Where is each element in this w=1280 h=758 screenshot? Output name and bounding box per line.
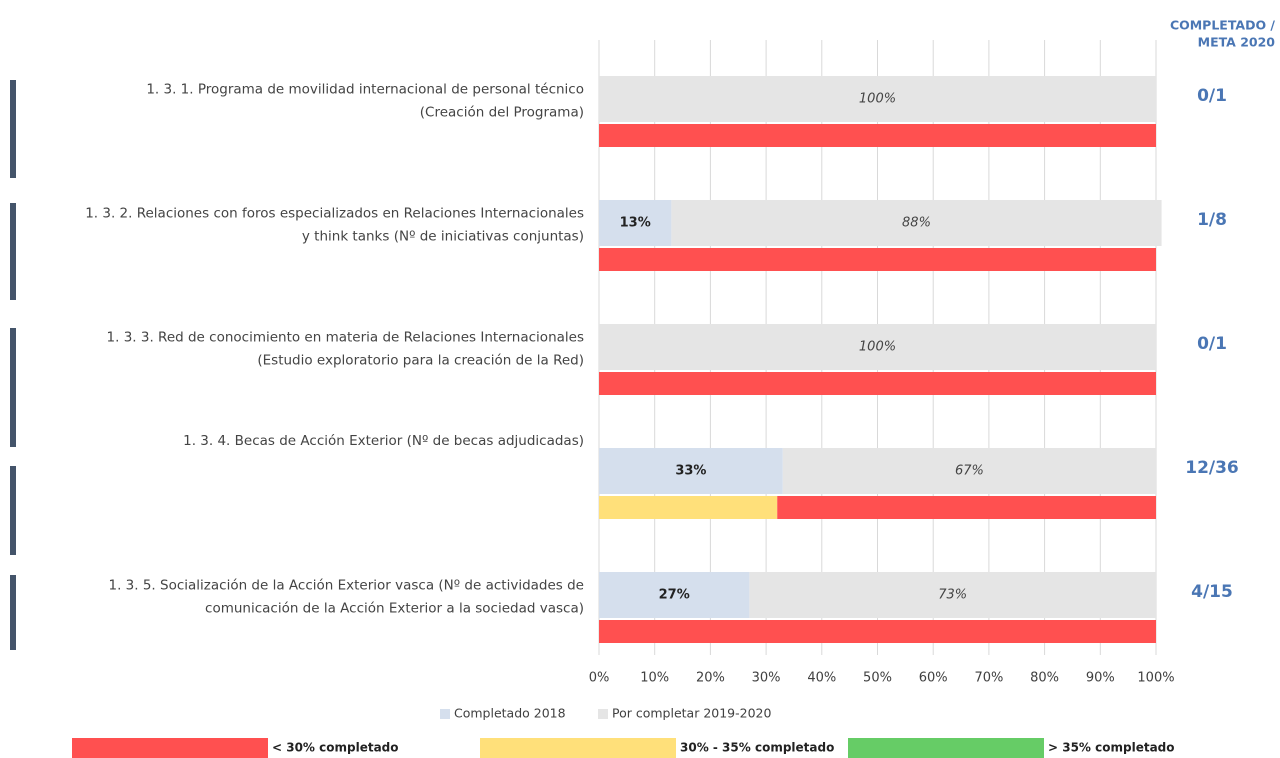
x-tick-label: 60%	[919, 671, 948, 686]
status-segment	[777, 496, 1156, 519]
value-label: 27%	[659, 588, 690, 603]
category-label: (Estudio exploratorio para la creación d…	[257, 353, 584, 369]
category-label: 1. 3. 2. Relaciones con foros especializ…	[85, 206, 584, 222]
bar-segment	[749, 572, 1156, 618]
status-legend-swatch	[72, 738, 268, 758]
status-segment	[599, 124, 1156, 147]
x-tick-label: 0%	[589, 671, 610, 686]
row-marker	[10, 203, 16, 300]
bar-segment	[599, 572, 750, 618]
bar-segment	[599, 324, 1156, 370]
legend-swatch	[598, 709, 608, 719]
category-label: 1. 3. 3. Red de conocimiento en materia …	[107, 330, 584, 346]
category-label: comunicación de la Acción Exterior a la …	[205, 601, 584, 617]
ratio: 0/1	[1197, 86, 1227, 106]
value-label: 100%	[859, 340, 896, 355]
status-segment	[599, 496, 778, 519]
row-markers	[10, 80, 16, 650]
status-legend-swatch	[480, 738, 676, 758]
x-tick-label: 20%	[696, 671, 725, 686]
category-label: y think tanks (Nº de iniciativas conjunt…	[302, 229, 584, 245]
x-tick-label: 30%	[752, 671, 781, 686]
x-tick-label: 40%	[807, 671, 836, 686]
bar-segment	[599, 200, 672, 246]
legend-label: Por completar 2019-2020	[612, 706, 772, 721]
row-marker	[10, 466, 16, 555]
row-marker	[10, 575, 16, 650]
value-label: 100%	[859, 92, 896, 107]
row-marker	[10, 328, 16, 447]
ratio: 1/8	[1197, 210, 1227, 230]
x-tick-label: 70%	[974, 671, 1003, 686]
category-label: 1. 3. 1. Programa de movilidad internaci…	[146, 82, 584, 98]
right-header: META 2020	[1198, 35, 1276, 50]
value-label: 88%	[902, 216, 931, 231]
ratio: 4/15	[1191, 582, 1233, 602]
status-segment	[599, 372, 1156, 395]
legend-swatch	[440, 709, 450, 719]
value-label: 33%	[675, 464, 706, 479]
ratio: 0/1	[1197, 334, 1227, 354]
x-tick-label: 90%	[1086, 671, 1115, 686]
x-tick-label: 50%	[863, 671, 892, 686]
status-legend-label: < 30% completado	[272, 741, 399, 755]
value-label: 67%	[955, 464, 984, 479]
category-label: 1. 3. 4. Becas de Acción Exterior (Nº de…	[183, 433, 584, 449]
bar-segment	[599, 76, 1156, 122]
x-tick-label: 10%	[640, 671, 669, 686]
x-tick-label: 100%	[1137, 671, 1174, 686]
status-segment	[599, 248, 1156, 271]
bar-segment	[782, 448, 1156, 494]
bar-segment	[599, 448, 783, 494]
status-legend-swatch	[848, 738, 1044, 758]
bar-segment	[671, 200, 1162, 246]
ratio: 12/36	[1185, 458, 1239, 478]
category-label: 1. 3. 5. Socialización de la Acción Exte…	[109, 578, 585, 594]
x-tick-label: 80%	[1030, 671, 1059, 686]
status-legend-label: 30% - 35% completado	[680, 741, 834, 755]
value-label: 73%	[938, 588, 967, 603]
status-segment	[599, 620, 1156, 643]
row-marker	[10, 80, 16, 178]
status-legend-label: > 35% completado	[1048, 741, 1175, 755]
value-label: 13%	[620, 216, 651, 231]
right-header: COMPLETADO /	[1170, 18, 1275, 33]
legend-label: Completado 2018	[454, 706, 566, 721]
category-label: (Creación del Programa)	[420, 105, 584, 121]
